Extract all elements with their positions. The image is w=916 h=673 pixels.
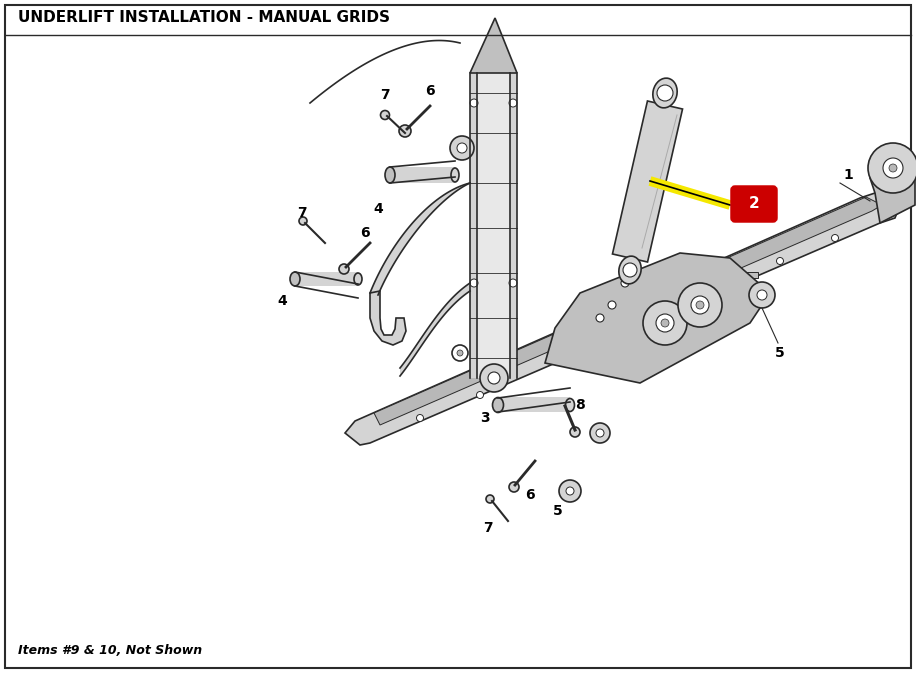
Circle shape xyxy=(608,301,616,309)
Circle shape xyxy=(452,345,468,361)
Circle shape xyxy=(470,279,478,287)
FancyBboxPatch shape xyxy=(732,187,776,221)
Polygon shape xyxy=(374,197,882,425)
Circle shape xyxy=(417,415,423,421)
Circle shape xyxy=(470,99,478,107)
Circle shape xyxy=(480,364,508,392)
Circle shape xyxy=(832,234,838,242)
Circle shape xyxy=(596,314,604,322)
Circle shape xyxy=(643,301,687,345)
Circle shape xyxy=(299,217,307,225)
Ellipse shape xyxy=(653,78,677,108)
Text: 5: 5 xyxy=(775,346,785,360)
Circle shape xyxy=(566,487,574,495)
Text: 7: 7 xyxy=(483,521,493,535)
Polygon shape xyxy=(870,163,915,223)
Polygon shape xyxy=(470,18,517,73)
Circle shape xyxy=(678,283,722,327)
Circle shape xyxy=(339,264,349,274)
Ellipse shape xyxy=(565,398,574,411)
Bar xyxy=(390,167,455,183)
Bar xyxy=(592,332,608,338)
Circle shape xyxy=(457,143,467,153)
Circle shape xyxy=(509,482,519,492)
Circle shape xyxy=(488,372,500,384)
Circle shape xyxy=(590,423,610,443)
Ellipse shape xyxy=(290,272,300,286)
Circle shape xyxy=(623,263,637,277)
Ellipse shape xyxy=(451,168,459,182)
Circle shape xyxy=(889,164,897,172)
Ellipse shape xyxy=(619,256,641,284)
Circle shape xyxy=(656,314,674,332)
Circle shape xyxy=(661,319,669,327)
Polygon shape xyxy=(545,253,770,383)
Circle shape xyxy=(380,110,389,120)
Circle shape xyxy=(559,480,581,502)
Circle shape xyxy=(476,392,484,398)
Circle shape xyxy=(691,296,709,314)
Ellipse shape xyxy=(354,273,362,285)
Ellipse shape xyxy=(385,167,395,183)
Circle shape xyxy=(457,350,463,356)
Circle shape xyxy=(777,258,783,264)
Circle shape xyxy=(509,99,517,107)
Polygon shape xyxy=(470,73,477,378)
Bar xyxy=(477,73,510,378)
Text: 3: 3 xyxy=(480,411,490,425)
Text: 5: 5 xyxy=(553,504,562,518)
Circle shape xyxy=(696,301,704,309)
Circle shape xyxy=(570,427,580,437)
Text: 6: 6 xyxy=(360,226,370,240)
Circle shape xyxy=(450,136,474,160)
Circle shape xyxy=(868,143,916,193)
Polygon shape xyxy=(370,183,470,295)
Circle shape xyxy=(757,290,767,300)
Text: UNDERLIFT INSTALLATION - MANUAL GRIDS: UNDERLIFT INSTALLATION - MANUAL GRIDS xyxy=(18,11,390,26)
Text: 2: 2 xyxy=(748,197,759,211)
Polygon shape xyxy=(400,283,470,376)
Circle shape xyxy=(596,429,604,437)
Circle shape xyxy=(883,158,903,178)
Polygon shape xyxy=(613,101,682,262)
Bar xyxy=(498,397,570,412)
Text: 7: 7 xyxy=(380,88,390,102)
Bar xyxy=(642,312,658,318)
Text: 4: 4 xyxy=(278,294,287,308)
Ellipse shape xyxy=(493,398,504,413)
Bar xyxy=(295,272,358,286)
Text: 6: 6 xyxy=(425,84,435,98)
Text: Items #9 & 10, Not Shown: Items #9 & 10, Not Shown xyxy=(18,645,202,658)
Bar xyxy=(692,292,708,298)
Text: 6: 6 xyxy=(525,488,535,502)
Polygon shape xyxy=(370,291,406,345)
Circle shape xyxy=(657,85,673,101)
Circle shape xyxy=(509,279,517,287)
Text: 4: 4 xyxy=(373,202,383,216)
Polygon shape xyxy=(345,193,900,445)
Circle shape xyxy=(486,495,494,503)
Circle shape xyxy=(749,282,775,308)
Polygon shape xyxy=(510,73,517,378)
Text: 1: 1 xyxy=(843,168,853,182)
Text: 8: 8 xyxy=(575,398,585,412)
Text: 7: 7 xyxy=(297,206,307,220)
Circle shape xyxy=(621,279,629,287)
Circle shape xyxy=(399,125,411,137)
Bar xyxy=(742,272,758,278)
